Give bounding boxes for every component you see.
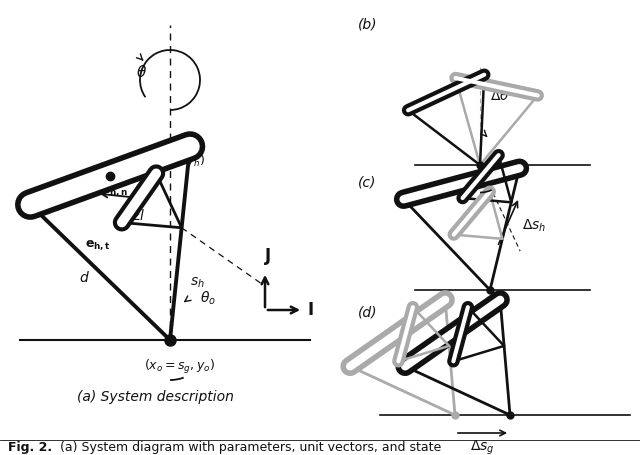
Text: $s_h$: $s_h$ (190, 276, 205, 290)
Text: $\mathbf{e_{h,n}}$: $\mathbf{e_{h,n}}$ (101, 185, 129, 198)
Text: $d$: $d$ (79, 270, 90, 285)
Text: $\Delta s_g$: $\Delta s_g$ (470, 439, 495, 455)
Text: $\Delta\theta$: $\Delta\theta$ (490, 87, 509, 102)
Text: $\mathbf{J}$: $\mathbf{J}$ (264, 246, 272, 267)
Text: Fig. 2.: Fig. 2. (8, 441, 52, 455)
Text: (d): (d) (358, 305, 378, 319)
Text: (c): (c) (358, 175, 376, 189)
Text: $\Delta s_h$: $\Delta s_h$ (522, 217, 546, 234)
Text: $2l$: $2l$ (131, 207, 145, 222)
Text: $\theta$: $\theta$ (136, 64, 148, 80)
Text: (a) System description: (a) System description (77, 390, 234, 404)
Text: $\theta_o$: $\theta_o$ (200, 289, 216, 307)
Text: $(x_o = s_g, y_o)$: $(x_o = s_g, y_o)$ (145, 358, 216, 376)
Text: $\mathbf{I}$: $\mathbf{I}$ (307, 301, 314, 319)
Text: (a) System diagram with parameters, unit vectors, and state: (a) System diagram with parameters, unit… (60, 441, 441, 455)
Text: $(x_h, y_h)$: $(x_h, y_h)$ (162, 152, 206, 169)
Text: (b): (b) (358, 18, 378, 32)
Text: $\mathbf{e_{h,t}}$: $\mathbf{e_{h,t}}$ (85, 238, 111, 252)
